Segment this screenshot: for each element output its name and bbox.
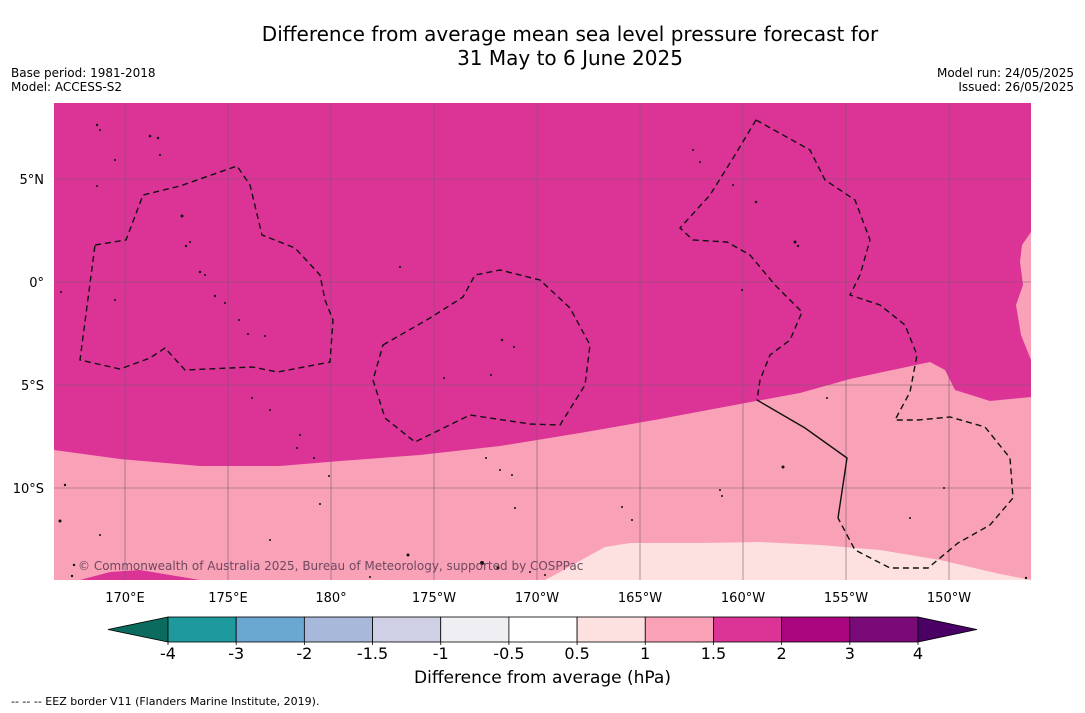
lon-label-155w: 155°W bbox=[824, 591, 868, 606]
colorbar-swatch bbox=[576, 616, 646, 643]
colorbar-tick-label: -4 bbox=[160, 644, 176, 663]
colorbar-tick-label: -0.5 bbox=[493, 644, 524, 663]
colorbar-tick-label: 3 bbox=[845, 644, 855, 663]
colorbar-swatch bbox=[235, 616, 305, 643]
eez-gilbert-islands bbox=[79, 165, 334, 373]
map-area: © Commonwealth of Australia 2025, Bureau… bbox=[54, 103, 1031, 580]
longitude-labels: 170°E 175°E 180° 175°W 170°W 165°W 160°W… bbox=[105, 591, 971, 606]
lon-label-175e: 175°E bbox=[208, 591, 248, 606]
eez-legend-footnote: -- -- -- EEZ border V11 (Flanders Marine… bbox=[11, 695, 320, 708]
meta-left: Base period: 1981-2018 Model: ACCESS-S2 bbox=[11, 66, 156, 94]
eez-line-islands-cook bbox=[755, 119, 1014, 569]
colorbar: -4 -3 -2 -1.5 -1 -0.5 0.5 1 1.5 2 3 4 bbox=[107, 616, 978, 663]
lat-label-5s: 5°S bbox=[21, 379, 44, 394]
copyright-notice: © Commonwealth of Australia 2025, Bureau… bbox=[78, 559, 583, 573]
colorbar-tick-label: 1 bbox=[640, 644, 650, 663]
issued-date: Issued: 26/05/2025 bbox=[958, 80, 1074, 94]
lon-label-160w: 160°W bbox=[721, 591, 765, 606]
anomaly-region-0.5-1 bbox=[545, 542, 1031, 580]
title-line-2: 31 May to 6 June 2025 bbox=[457, 46, 683, 70]
anomaly-region-1-1.5-east bbox=[1016, 232, 1031, 360]
map-title: Difference from average mean sea level p… bbox=[0, 22, 1085, 70]
colorbar-swatch bbox=[440, 616, 510, 643]
colorbar-tick-label: 2 bbox=[777, 644, 787, 663]
lat-label-10s: 10°S bbox=[13, 482, 44, 497]
lon-label-170w: 170°W bbox=[515, 591, 559, 606]
model-name: Model: ACCESS-S2 bbox=[11, 80, 123, 94]
colorbar-tick-label: -2 bbox=[296, 644, 312, 663]
colorbar-extend-high bbox=[917, 616, 978, 643]
colorbar-swatch bbox=[644, 616, 714, 643]
colorbar-tick-label: 0.5 bbox=[564, 644, 589, 663]
anomaly-patch-sw bbox=[80, 570, 200, 580]
colorbar-title: Difference from average (hPa) bbox=[414, 668, 671, 688]
title-line-1: Difference from average mean sea level p… bbox=[261, 22, 879, 46]
model-run: Model run: 24/05/2025 bbox=[936, 66, 1074, 80]
anomaly-region-1-1.5 bbox=[54, 362, 1031, 580]
lon-label-170e: 170°E bbox=[105, 591, 145, 606]
lat-label-0: 0° bbox=[29, 276, 44, 291]
colorbar-swatch bbox=[167, 616, 237, 643]
colorbar-swatch bbox=[849, 616, 919, 643]
graticule bbox=[54, 103, 1031, 580]
lon-label-150w: 150°W bbox=[927, 591, 971, 606]
lon-label-180: 180° bbox=[315, 591, 346, 606]
colorbar-tick-label: -3 bbox=[228, 644, 244, 663]
colorbar-extend-low bbox=[107, 616, 169, 643]
colorbar-tick-label: -1 bbox=[433, 644, 449, 663]
latitude-labels: 5°N 0° 5°S 10°S bbox=[13, 173, 44, 497]
eez-borders bbox=[79, 119, 1014, 569]
base-period: Base period: 1981-2018 bbox=[11, 66, 156, 80]
eez-shared-border bbox=[756, 399, 848, 519]
eez-phoenix-islands bbox=[372, 269, 591, 443]
colorbar-swatch bbox=[713, 616, 783, 643]
colorbar-tick-label: 4 bbox=[913, 644, 923, 663]
colorbar-tick-label: 1.5 bbox=[701, 644, 726, 663]
eez-line-islands-west bbox=[679, 119, 803, 401]
islands bbox=[58, 123, 1028, 580]
colorbar-swatch bbox=[781, 616, 851, 643]
lon-label-165w: 165°W bbox=[618, 591, 662, 606]
lat-label-5n: 5°N bbox=[20, 173, 45, 188]
colorbar-swatch bbox=[303, 616, 373, 643]
colorbar-tick-label: -1.5 bbox=[357, 644, 388, 663]
lon-label-175w: 175°W bbox=[412, 591, 456, 606]
colorbar-swatch bbox=[508, 616, 578, 643]
meta-right: Model run: 24/05/2025 Issued: 26/05/2025 bbox=[937, 66, 1074, 94]
colorbar-swatch bbox=[372, 616, 442, 643]
